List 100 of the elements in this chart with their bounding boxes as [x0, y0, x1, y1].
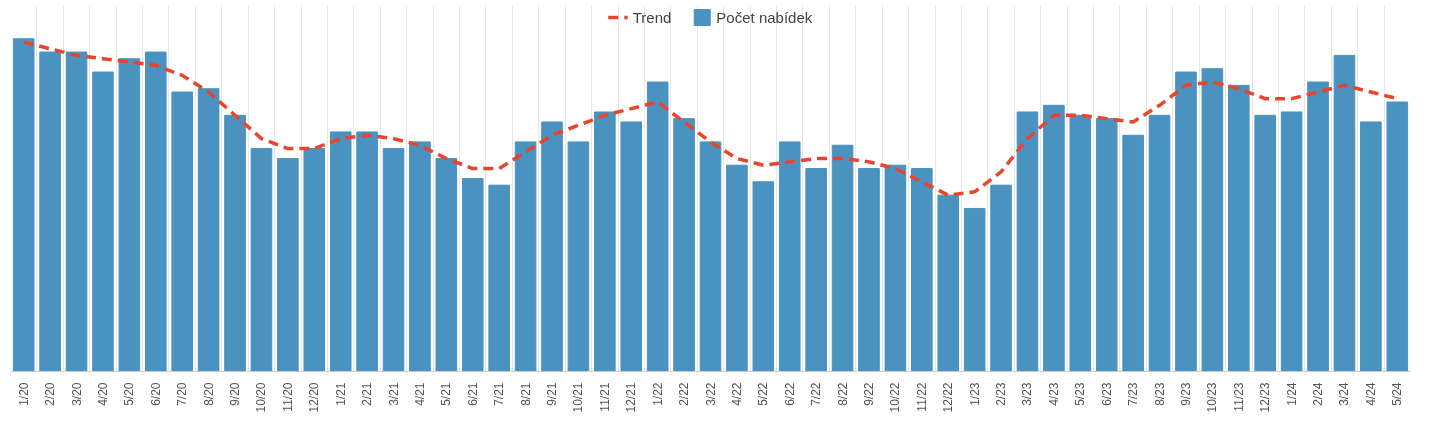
bar: [1360, 121, 1382, 372]
legend-label: Počet nabídek: [716, 8, 813, 26]
x-tick-label: 2/20: [43, 382, 58, 406]
x-tick-label: 6/23: [1099, 382, 1114, 406]
bar: [1386, 101, 1409, 372]
bar: [1254, 114, 1277, 372]
bar: [197, 88, 220, 372]
bar: [303, 148, 326, 372]
x-tick-label: 3/21: [386, 382, 401, 406]
bar: [277, 158, 299, 372]
bar: [594, 111, 616, 372]
bar: [356, 131, 378, 372]
x-tick-label: 9/22: [861, 382, 876, 406]
bar: [646, 81, 669, 372]
bar: [329, 131, 352, 372]
bar: [409, 141, 431, 372]
x-tick-label: 9/23: [1178, 382, 1193, 406]
x-tick-label: 10/22: [888, 382, 903, 413]
x-tick-label: 3/22: [703, 382, 718, 406]
x-tick-label: 3/24: [1337, 382, 1352, 406]
x-tick-label: 11/22: [914, 382, 929, 412]
x-tick-label: 4/20: [95, 382, 110, 406]
x-tick-label: 10/20: [254, 382, 269, 413]
bar: [752, 181, 775, 372]
x-tick-label: 2/24: [1311, 382, 1326, 406]
bar: [911, 168, 933, 372]
x-tick-label: 2/23: [994, 382, 1009, 406]
x-tick-label: 12/21: [624, 382, 639, 413]
bar: [1148, 114, 1171, 372]
x-tick-label: 4/24: [1363, 382, 1378, 406]
x-tick-label: 8/21: [518, 382, 533, 406]
bar: [884, 164, 907, 372]
x-tick-label: 1/20: [16, 382, 31, 406]
bar: [1043, 104, 1065, 372]
x-tick-label: 8/20: [201, 382, 216, 406]
x-tick-label: 6/20: [148, 382, 163, 406]
bar: [39, 51, 61, 372]
x-tick-label: 5/23: [1073, 382, 1088, 406]
x-tick-label: 7/21: [492, 382, 507, 406]
x-tick-label: 8/23: [1152, 382, 1167, 406]
legend-label: Trend: [632, 8, 672, 26]
bar: [567, 141, 590, 372]
bar: [435, 158, 458, 372]
bar: [673, 118, 695, 372]
x-tick-label: 4/23: [1046, 382, 1061, 406]
bar: [12, 38, 35, 372]
bar: [541, 121, 563, 372]
bar: [1095, 118, 1118, 372]
bar: [1175, 71, 1197, 372]
bar: [144, 51, 167, 372]
bar: [224, 114, 246, 372]
x-tick-label: 6/22: [782, 382, 797, 406]
x-tick-label: 9/20: [228, 382, 243, 406]
bar: [937, 194, 960, 372]
bar: [514, 141, 537, 372]
x-tick-label: 11/20: [280, 382, 295, 412]
x-tick-label: 1/23: [967, 382, 982, 406]
bar: [805, 168, 827, 372]
x-tick-label: 5/24: [1390, 382, 1405, 406]
x-tick-label: 11/21: [597, 382, 612, 412]
bar: [461, 178, 484, 372]
x-tick-label: 9/21: [545, 382, 560, 406]
x-tick-label: 7/20: [175, 382, 190, 406]
bar: [1122, 134, 1144, 372]
bar: [250, 148, 273, 372]
x-tick-label: 5/21: [439, 382, 454, 406]
x-tick-label: 10/23: [1205, 382, 1220, 413]
bar: [92, 71, 114, 372]
x-tick-label: 3/20: [69, 382, 84, 406]
bar: [620, 121, 643, 372]
x-tick-label: 12/22: [941, 382, 956, 413]
bar: [858, 168, 880, 372]
bar: [171, 91, 193, 372]
bar: [963, 207, 986, 372]
x-tick-label: 12/23: [1258, 382, 1273, 413]
bar: [1307, 81, 1329, 372]
x-tick-label: 3/23: [1020, 382, 1035, 406]
x-tick-label: 5/20: [122, 382, 137, 406]
x-tick-label: 4/21: [412, 382, 427, 406]
x-tick-label: 6/21: [465, 382, 480, 406]
bar: [990, 184, 1012, 372]
x-tick-label: 10/21: [571, 382, 586, 413]
bar: [1280, 111, 1303, 372]
x-tick-label: 8/22: [835, 382, 850, 406]
bar: [778, 141, 801, 372]
x-tick-label: 7/22: [809, 382, 824, 406]
bar: [1016, 111, 1039, 372]
bar: [1201, 68, 1224, 372]
x-tick-label: 1/22: [650, 382, 665, 406]
x-tick-label: 2/21: [360, 382, 375, 406]
x-tick-label: 12/20: [307, 382, 322, 413]
x-tick-label: 7/23: [1126, 382, 1141, 406]
bar: [118, 58, 141, 372]
bar: [726, 164, 748, 372]
bar: [1333, 54, 1356, 372]
x-tick-label: 5/22: [756, 382, 771, 406]
bar: [1228, 84, 1250, 372]
bar: [831, 144, 854, 372]
bar: [65, 51, 88, 372]
bar: [1069, 114, 1092, 372]
